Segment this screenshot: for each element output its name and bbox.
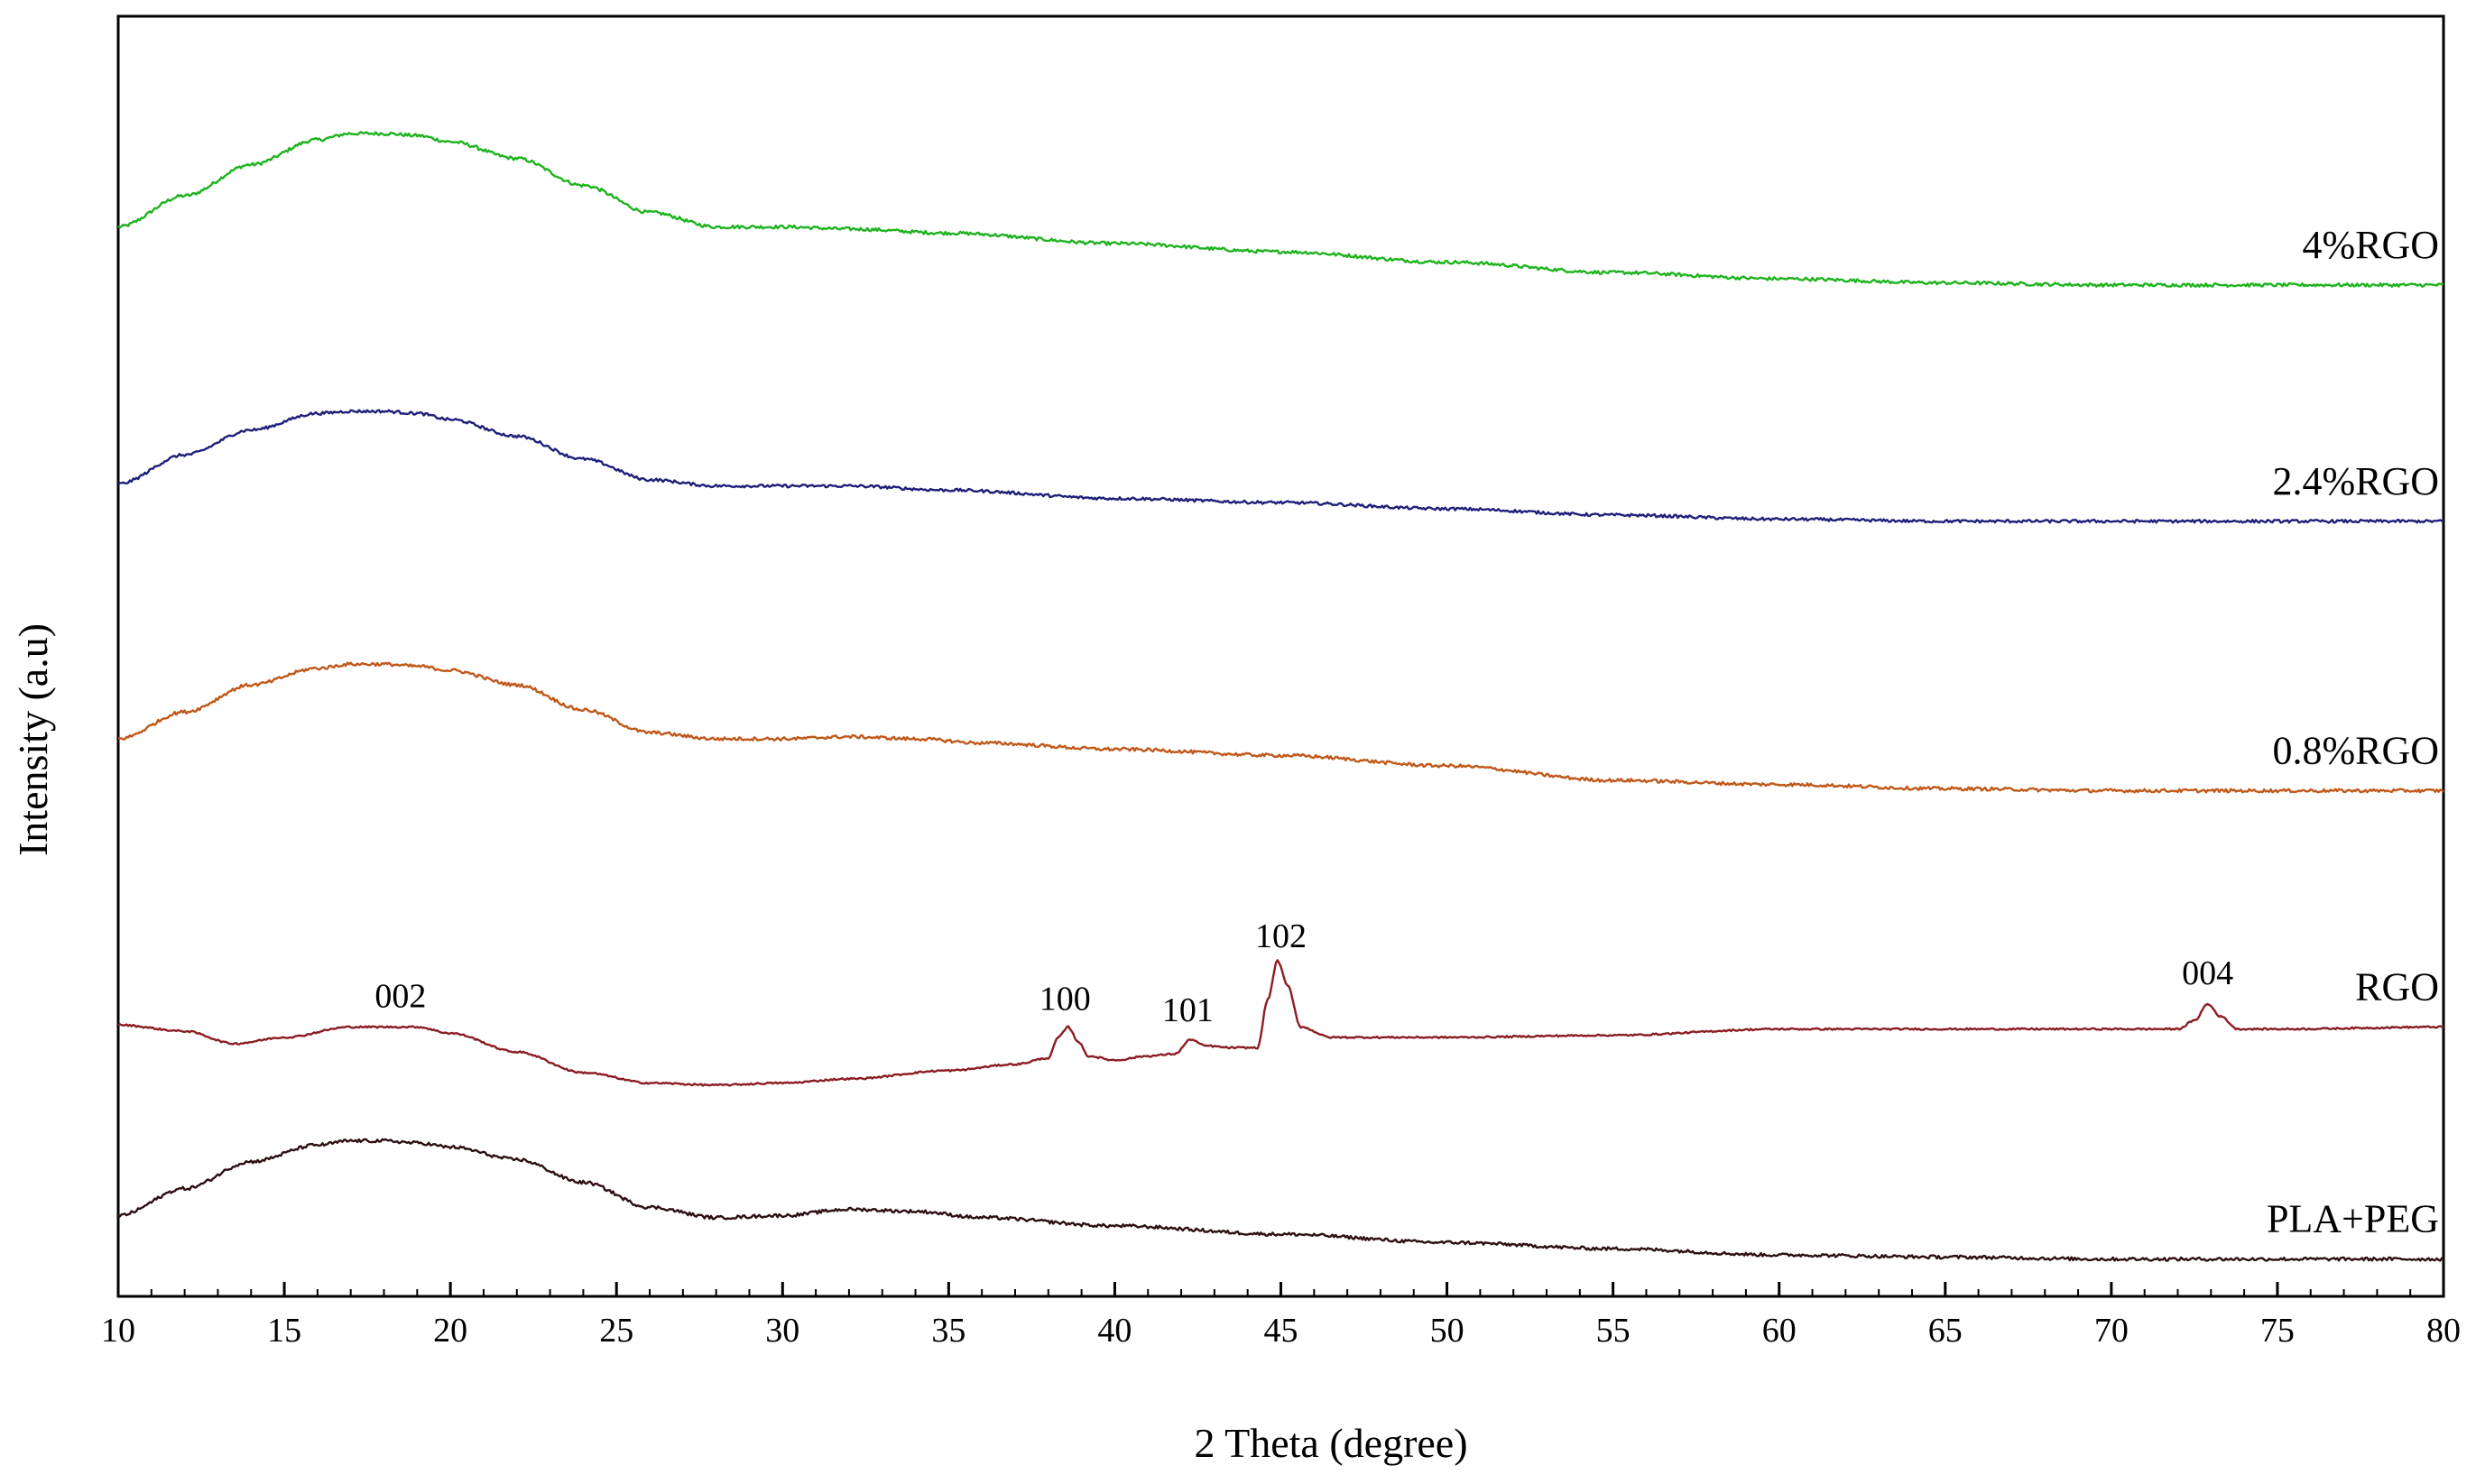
series-label: 0.8%RGO [2272, 729, 2439, 773]
series-line-2-4-rgo [117, 409, 2444, 524]
x-tick-label: 45 [1264, 1312, 1298, 1350]
x-tick-label: 55 [1596, 1312, 1631, 1350]
peak-label: 002 [374, 977, 426, 1015]
x-tick-label: 15 [267, 1312, 301, 1350]
x-tick-label: 35 [931, 1312, 965, 1350]
plot-frame [116, 14, 2445, 1298]
x-tick-label: 20 [433, 1312, 467, 1350]
y-axis-title: Intensity (a.u) [10, 623, 56, 856]
series-label: 2.4%RGO [2272, 459, 2439, 503]
x-tick-label: 40 [1097, 1312, 1132, 1350]
series-line-0-8-rgo [117, 661, 2444, 794]
x-tick-label: 30 [765, 1312, 799, 1350]
x-tick-label: 50 [1430, 1312, 1464, 1350]
x-axis-title: 2 Theta (degree) [1194, 1420, 1467, 1466]
x-tick-label: 75 [2260, 1312, 2295, 1350]
peak-label: 100 [1039, 980, 1091, 1018]
x-tick-label: 80 [2426, 1312, 2461, 1350]
series-line-4-rgo [117, 131, 2444, 288]
labels-group: 4%RGO 2.4%RGO 0.8%RGO RGO 002 100 101 102 004 PLA… [374, 223, 2439, 1241]
series-line-pla-peg [117, 1138, 2444, 1262]
x-tick-label: 70 [2094, 1312, 2129, 1350]
series-group [117, 131, 2444, 1262]
peak-label: 102 [1255, 917, 1307, 955]
series-label: PLA+PEG [2267, 1197, 2439, 1241]
x-tick-label: 60 [1762, 1312, 1797, 1350]
x-tick-label: 10 [101, 1312, 135, 1350]
series-label: 4%RGO [2302, 223, 2439, 267]
peak-label: 101 [1162, 991, 1214, 1029]
peak-label: 004 [2182, 954, 2233, 992]
x-tick-label: 25 [599, 1312, 633, 1350]
axes: 10 15 20 25 30 35 40 45 50 55 60 65 70 75 80 [101, 14, 2461, 1350]
series-line-rgo [117, 959, 2444, 1087]
series-label: RGO [2355, 964, 2439, 1009]
x-tick-label: 65 [1928, 1312, 1963, 1350]
